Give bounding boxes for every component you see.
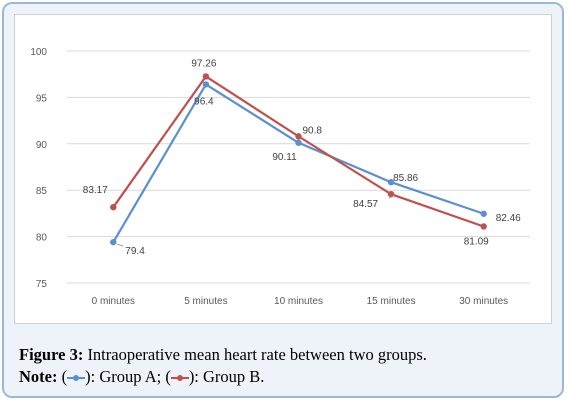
data-point-b-1 — [202, 73, 210, 80]
x-tick-label-1: 5 minutes — [184, 296, 227, 307]
data-label-a-1: 96.4 — [194, 96, 214, 107]
data-point-b-2 — [295, 133, 302, 140]
series-line-group-b — [112, 75, 485, 228]
x-tick-label-4: 30 minutes — [459, 296, 508, 307]
y-tick-label-0: 75 — [36, 279, 48, 290]
data-label-a-2: 90.11 — [272, 152, 297, 163]
figure-caption: Figure 3: Intraoperative mean heart rate… — [19, 344, 427, 388]
caption-line-2: Note: ( ): Group A; ( ): Group B. — [19, 366, 427, 388]
y-tick-label-4: 95 — [36, 93, 48, 104]
line-chart: 75 80 85 90 95 100 0 minutes 5 minutes 10 minute… — [30, 47, 530, 307]
figure-text: Intraoperative mean heart rate between t… — [83, 345, 427, 364]
leader-line-b-3 — [388, 193, 396, 199]
y-tick-label-1: 80 — [36, 233, 48, 244]
y-tick-label-3: 90 — [36, 140, 48, 151]
data-label-b-4: 81.09 — [464, 236, 489, 247]
data-label-b-2: 90.8 — [303, 125, 323, 136]
y-tick-label-2: 85 — [36, 186, 48, 197]
note-group-a: ): Group A; ( — [85, 367, 171, 386]
figure-frame: 75 80 85 90 95 100 0 minutes 5 minutes 10 minute… — [2, 2, 564, 398]
note-label: Note: — [19, 367, 58, 386]
data-point-a-1 — [202, 81, 210, 88]
data-point-b-0 — [110, 203, 117, 211]
data-point-a-4 — [480, 210, 487, 217]
legend-swatch-group-a — [67, 373, 86, 383]
caption-line-1: Figure 3: Intraoperative mean heart rate… — [19, 344, 427, 366]
data-point-a-3 — [387, 179, 395, 186]
data-point-a-0 — [110, 238, 117, 246]
series-line-group-a — [112, 83, 485, 243]
data-label-a-3: 85.86 — [393, 173, 418, 184]
x-tick-label-2: 10 minutes — [274, 296, 323, 307]
data-label-b-3: 84.57 — [353, 199, 378, 210]
y-tick-label-5: 100 — [30, 47, 47, 58]
data-point-b-4 — [480, 223, 487, 230]
note-group-b: ): Group B. — [188, 367, 265, 386]
data-label-b-1: 97.26 — [191, 58, 216, 69]
leader-line-a-0 — [117, 243, 124, 247]
chart-area: 75 80 85 90 95 100 0 minutes 5 minutes 10 minute… — [14, 14, 552, 324]
figure-label: Figure 3: — [19, 345, 84, 364]
data-label-a-4: 82.46 — [496, 213, 521, 224]
x-tick-label-3: 15 minutes — [367, 296, 416, 307]
data-label-a-0: 79.4 — [125, 246, 145, 257]
legend-swatch-group-b — [170, 373, 189, 383]
x-tick-label-0: 0 minutes — [92, 296, 135, 307]
note-open: ( — [57, 367, 68, 386]
data-label-b-0: 83.17 — [83, 185, 108, 196]
data-point-a-2 — [295, 139, 302, 146]
